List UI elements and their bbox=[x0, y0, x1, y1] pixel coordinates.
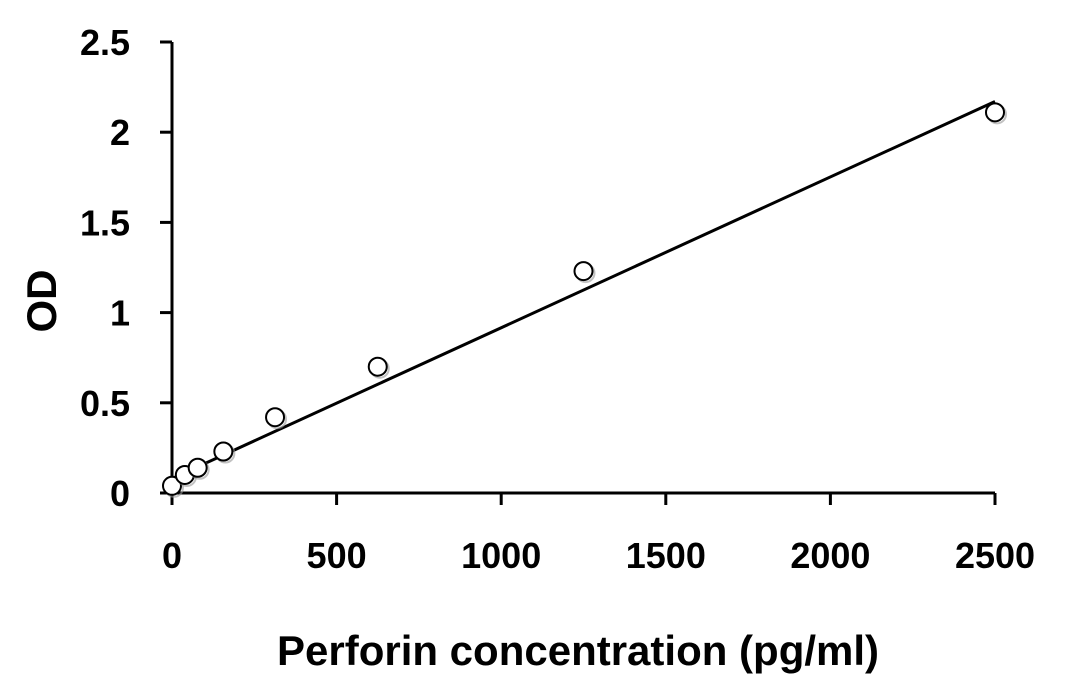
y-tick-label: 0 bbox=[110, 473, 130, 514]
axis-labels: Perforin concentration (pg/ml) OD bbox=[18, 270, 879, 675]
x-tick-label: 0 bbox=[162, 535, 182, 576]
y-tick-label: 2 bbox=[110, 112, 130, 153]
data-point bbox=[573, 261, 594, 282]
y-axis-title: OD bbox=[18, 270, 65, 333]
y-tick-label: 2.5 bbox=[80, 22, 130, 63]
y-tick-label: 0.5 bbox=[80, 383, 130, 424]
y-tick-label: 1.5 bbox=[80, 202, 130, 243]
x-axis-title: Perforin concentration (pg/ml) bbox=[277, 627, 879, 674]
trendline-layer bbox=[171, 100, 996, 480]
x-tick-label: 2000 bbox=[790, 535, 870, 576]
y-tick-label: 1 bbox=[110, 293, 130, 334]
data-point bbox=[187, 457, 208, 478]
data-point bbox=[162, 475, 182, 496]
data-point bbox=[213, 441, 234, 462]
x-tick-label: 2500 bbox=[955, 535, 1035, 576]
data-points bbox=[162, 102, 1007, 498]
x-tick-label: 1500 bbox=[626, 535, 706, 576]
data-point bbox=[367, 356, 388, 377]
trendline bbox=[171, 100, 996, 480]
axes: 0 0.5 1 1.5 2 2.5 0 500 1000 1500 2000 2500 bbox=[80, 22, 1035, 576]
x-tick-label: 500 bbox=[307, 535, 367, 576]
x-tick-label: 1000 bbox=[461, 535, 541, 576]
data-point bbox=[265, 407, 286, 428]
data-point bbox=[985, 102, 1005, 123]
